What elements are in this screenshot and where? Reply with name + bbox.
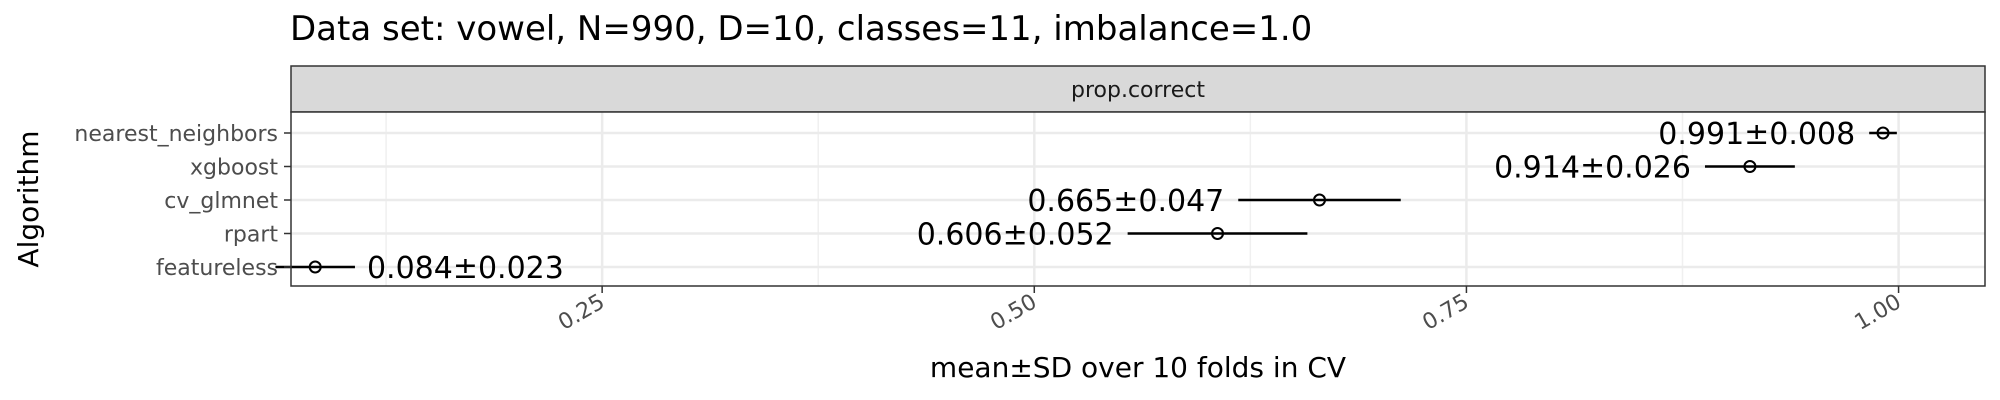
x-tick-label: 0.75 <box>1419 290 1474 336</box>
point-xgboost <box>1743 160 1757 173</box>
point-cv_glmnet <box>1313 193 1326 207</box>
data-label-xgboost: 0.914±0.026 <box>1494 151 1691 186</box>
x-axis-title: mean±SD over 10 folds in CV <box>930 351 1346 384</box>
x-tick-label: 1.00 <box>1851 290 1906 336</box>
point-rpart <box>1211 227 1225 240</box>
y-tick-label: rpart <box>224 223 279 248</box>
facet-strip <box>290 65 1986 113</box>
data-label-nearest_neighbors: 0.991±0.008 <box>1658 117 1855 152</box>
y-tick-label: featureless <box>156 256 278 281</box>
facet-strip-label: prop.correct <box>1071 78 1205 103</box>
data-label-cv_glmnet: 0.665±0.047 <box>1027 184 1224 219</box>
y-axis-title: Algorithm <box>12 130 45 267</box>
data-label-rpart: 0.606±0.052 <box>917 218 1114 253</box>
point-featureless <box>308 260 322 274</box>
data-label-featureless: 0.084±0.023 <box>367 251 564 286</box>
grid <box>291 112 1985 286</box>
x-axis: 0.25 0.50 0.75 1.00 <box>554 286 1906 336</box>
x-tick-label: 0.25 <box>554 290 609 336</box>
chart-title: Data set: vowel, N=990, D=10, classes=11… <box>290 9 1312 49</box>
y-tick-label: xgboost <box>190 156 278 181</box>
y-tick-label: cv_glmnet <box>164 189 278 214</box>
x-tick-label: 0.50 <box>986 290 1041 336</box>
y-tick-label: nearest_neighbors <box>74 122 278 147</box>
point-nearest_neighbors <box>1876 126 1890 140</box>
plot-panel-border <box>290 111 1986 287</box>
